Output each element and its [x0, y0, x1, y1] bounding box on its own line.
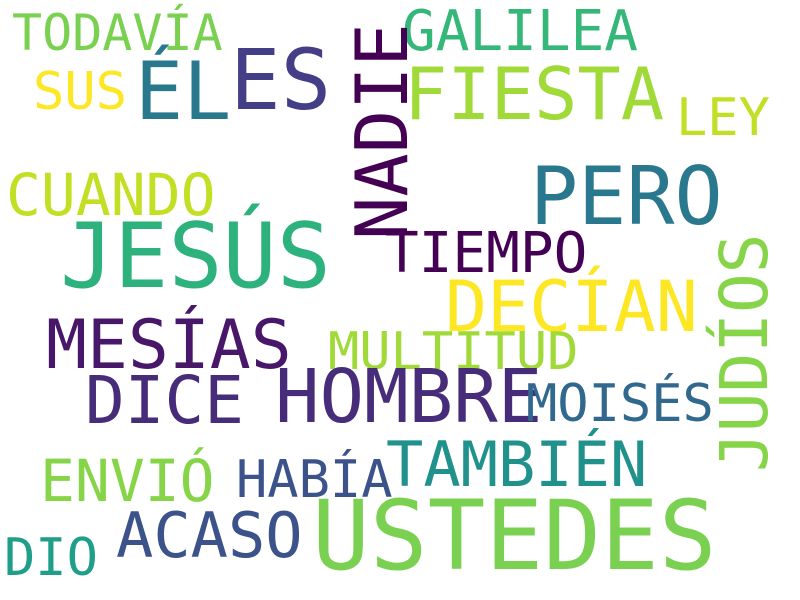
word-ley: LEY: [676, 88, 770, 148]
word-tambien: TAMBIÉN: [386, 428, 648, 501]
word-pero: PERO: [530, 150, 723, 243]
word-sus: SUS: [33, 62, 127, 122]
word-dice: DICE: [85, 362, 244, 439]
word-galilea: GALILEA: [402, 0, 639, 64]
word-ustedes: USTEDES: [312, 480, 717, 592]
word-judios: JUDÍOS: [706, 233, 783, 472]
word-es: ES: [230, 31, 332, 129]
word-fiesta: FIESTA: [404, 52, 665, 136]
word-moises: MOISÉS: [526, 374, 714, 434]
word-mesias: MESÍAS: [46, 306, 292, 385]
word-decian: DECÍAN: [445, 266, 698, 348]
word-envio: ENVIÓ: [40, 447, 215, 515]
word-multitud: MULTITUD: [328, 322, 579, 382]
word-hombre: HOMBRE: [275, 354, 543, 440]
word-tiempo: TIEMPO: [385, 221, 588, 286]
word-habia: HABÍA: [236, 450, 393, 510]
word-todavia: TODAVÍA: [12, 4, 223, 62]
word-jesus: JESÚS: [60, 204, 331, 309]
word-cuando: CUANDO: [6, 161, 216, 229]
word-acaso: ACASO: [116, 499, 303, 572]
word-nadie: NADIE: [340, 23, 424, 240]
word-dio: DIO: [4, 528, 98, 588]
word-el: ÉL: [135, 45, 232, 138]
